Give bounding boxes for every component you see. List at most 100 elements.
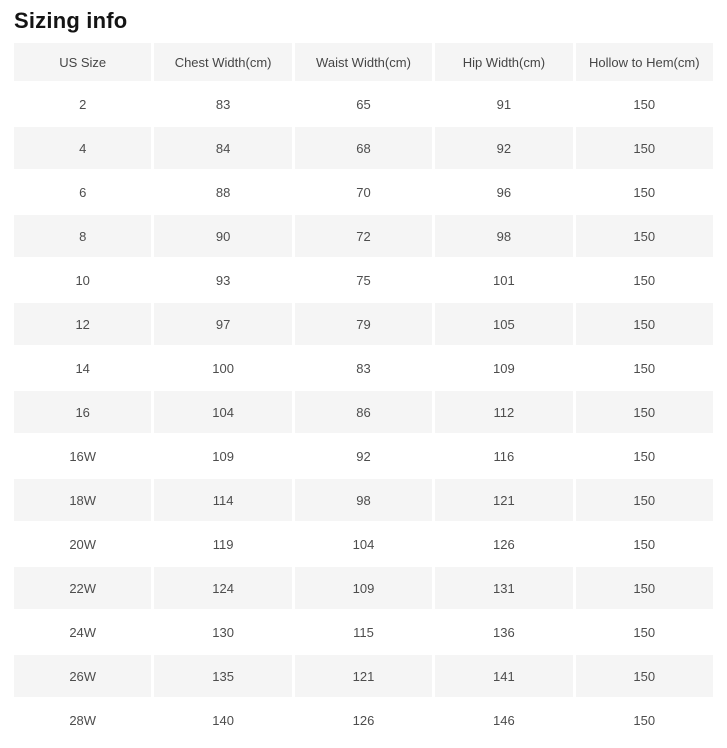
measurement-cell: 104 <box>294 523 433 565</box>
column-header: Hollow to Hem(cm) <box>575 43 713 81</box>
measurement-cell: 70 <box>294 171 433 213</box>
measurement-cell: 112 <box>435 391 573 433</box>
table-row: 22W 124 109 131 150 <box>14 567 713 609</box>
measurement-cell: 91 <box>435 83 573 125</box>
measurement-cell: 150 <box>575 567 713 609</box>
measurement-cell: 109 <box>294 567 433 609</box>
table-row: 28W 140 126 146 150 <box>14 699 713 741</box>
table-row: 6 88 70 96 150 <box>14 171 713 213</box>
measurement-cell: 130 <box>154 611 292 653</box>
table-row: 2 83 65 91 150 <box>14 83 713 125</box>
us-size-cell: 26W <box>14 655 152 697</box>
measurement-cell: 150 <box>575 699 713 741</box>
section-title: Sizing info <box>14 8 128 33</box>
measurement-cell: 150 <box>575 83 713 125</box>
measurement-cell: 150 <box>575 655 713 697</box>
measurement-cell: 104 <box>154 391 292 433</box>
table-header-row: US Size Chest Width(cm) Waist Width(cm) Hip… <box>14 43 713 81</box>
table-body: 2 83 65 91 150 4 84 68 92 150 6 88 70 96 150 8 90 72 98 150… <box>14 83 713 741</box>
measurement-cell: 116 <box>435 435 573 477</box>
measurement-cell: 98 <box>294 479 433 521</box>
measurement-cell: 83 <box>294 347 433 389</box>
us-size-cell: 20W <box>14 523 152 565</box>
measurement-cell: 141 <box>435 655 573 697</box>
table-row: 14 100 83 109 150 <box>14 347 713 389</box>
measurement-cell: 86 <box>294 391 433 433</box>
us-size-cell: 24W <box>14 611 152 653</box>
table-row: 8 90 72 98 150 <box>14 215 713 257</box>
us-size-cell: 4 <box>14 127 152 169</box>
measurement-cell: 92 <box>294 435 433 477</box>
table-row: 16W 109 92 116 150 <box>14 435 713 477</box>
measurement-cell: 68 <box>294 127 433 169</box>
measurement-cell: 150 <box>575 171 713 213</box>
measurement-cell: 88 <box>154 171 292 213</box>
measurement-cell: 98 <box>435 215 573 257</box>
us-size-cell: 12 <box>14 303 152 345</box>
measurement-cell: 105 <box>435 303 573 345</box>
table-head: US Size Chest Width(cm) Waist Width(cm) Hip… <box>14 43 713 81</box>
measurement-cell: 115 <box>294 611 433 653</box>
measurement-cell: 150 <box>575 391 713 433</box>
measurement-cell: 124 <box>154 567 292 609</box>
measurement-cell: 126 <box>294 699 433 741</box>
table-row: 26W 135 121 141 150 <box>14 655 713 697</box>
measurement-cell: 97 <box>154 303 292 345</box>
measurement-cell: 150 <box>575 259 713 301</box>
measurement-cell: 150 <box>575 127 713 169</box>
measurement-cell: 146 <box>435 699 573 741</box>
measurement-cell: 150 <box>575 303 713 345</box>
us-size-cell: 8 <box>14 215 152 257</box>
measurement-cell: 90 <box>154 215 292 257</box>
table-row: 18W 114 98 121 150 <box>14 479 713 521</box>
measurement-cell: 83 <box>154 83 292 125</box>
measurement-cell: 150 <box>575 479 713 521</box>
measurement-cell: 114 <box>154 479 292 521</box>
measurement-cell: 101 <box>435 259 573 301</box>
measurement-cell: 65 <box>294 83 433 125</box>
measurement-cell: 109 <box>154 435 292 477</box>
measurement-cell: 93 <box>154 259 292 301</box>
measurement-cell: 135 <box>154 655 292 697</box>
column-header: Chest Width(cm) <box>154 43 292 81</box>
table-row: 4 84 68 92 150 <box>14 127 713 169</box>
sizing-table: US Size Chest Width(cm) Waist Width(cm) Hip… <box>11 41 716 743</box>
table-row: 16 104 86 112 150 <box>14 391 713 433</box>
us-size-cell: 16W <box>14 435 152 477</box>
column-header: US Size <box>14 43 152 81</box>
us-size-cell: 18W <box>14 479 152 521</box>
measurement-cell: 136 <box>435 611 573 653</box>
us-size-cell: 28W <box>14 699 152 741</box>
measurement-cell: 121 <box>435 479 573 521</box>
us-size-cell: 2 <box>14 83 152 125</box>
measurement-cell: 131 <box>435 567 573 609</box>
table-row: 20W 119 104 126 150 <box>14 523 713 565</box>
us-size-cell: 16 <box>14 391 152 433</box>
measurement-cell: 84 <box>154 127 292 169</box>
us-size-cell: 14 <box>14 347 152 389</box>
measurement-cell: 75 <box>294 259 433 301</box>
measurement-cell: 150 <box>575 611 713 653</box>
measurement-cell: 150 <box>575 523 713 565</box>
measurement-cell: 140 <box>154 699 292 741</box>
us-size-cell: 6 <box>14 171 152 213</box>
measurement-cell: 150 <box>575 215 713 257</box>
measurement-cell: 92 <box>435 127 573 169</box>
measurement-cell: 150 <box>575 347 713 389</box>
measurement-cell: 121 <box>294 655 433 697</box>
measurement-cell: 96 <box>435 171 573 213</box>
column-header: Hip Width(cm) <box>435 43 573 81</box>
measurement-cell: 79 <box>294 303 433 345</box>
us-size-cell: 10 <box>14 259 152 301</box>
measurement-cell: 119 <box>154 523 292 565</box>
measurement-cell: 150 <box>575 435 713 477</box>
column-header: Waist Width(cm) <box>294 43 433 81</box>
us-size-cell: 22W <box>14 567 152 609</box>
table-row: 12 97 79 105 150 <box>14 303 713 345</box>
measurement-cell: 126 <box>435 523 573 565</box>
measurement-cell: 100 <box>154 347 292 389</box>
table-row: 24W 130 115 136 150 <box>14 611 713 653</box>
measurement-cell: 72 <box>294 215 433 257</box>
measurement-cell: 109 <box>435 347 573 389</box>
